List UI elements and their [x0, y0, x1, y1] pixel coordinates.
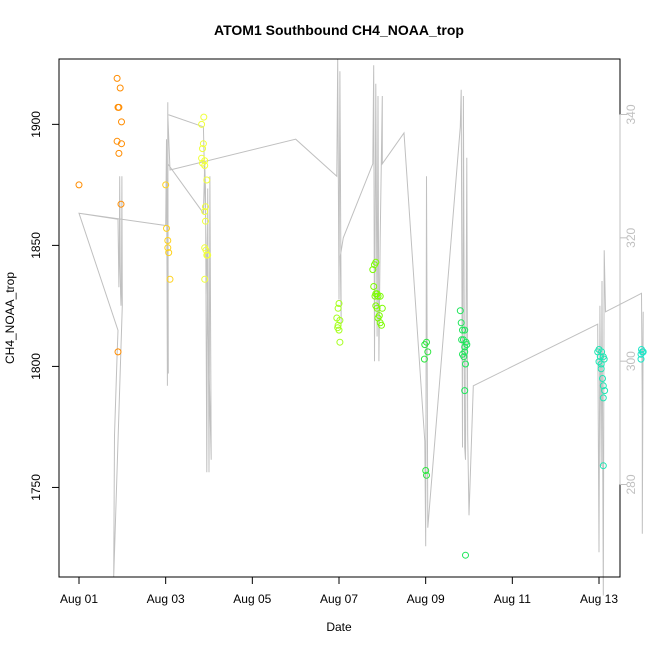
- x-axis: Aug 01 Aug 03 Aug 05 Aug 07 Aug 09 Aug 11 Aug …: [60, 576, 618, 606]
- data-point: [599, 382, 607, 390]
- data-point: [163, 224, 170, 232]
- data-point: [423, 338, 430, 346]
- data-point: [115, 149, 123, 157]
- data-point: [162, 181, 170, 189]
- y-axis: 1750 1800 1850 1900: [29, 111, 60, 501]
- data-point: [118, 118, 125, 126]
- y-tick-label: 1750: [29, 474, 43, 501]
- y-tick-label: 1800: [29, 353, 43, 380]
- data-point: [639, 348, 647, 356]
- data-point: [113, 74, 121, 82]
- data-point: [595, 358, 603, 366]
- data-point: [599, 375, 606, 382]
- y2-tick-label: 300: [624, 351, 638, 371]
- data-point: [456, 307, 464, 315]
- data-point: [336, 316, 344, 324]
- data-point: [118, 140, 125, 148]
- y-tick-label: 1900: [29, 111, 43, 138]
- data-point: [372, 258, 380, 266]
- data-point: [457, 319, 465, 327]
- data-point: [461, 348, 469, 356]
- x-tick-label: Aug 07: [320, 592, 358, 606]
- y2-tick-label: 280: [624, 474, 638, 494]
- data-point: [200, 113, 208, 121]
- data-point: [422, 467, 430, 474]
- data-point: [378, 321, 385, 329]
- data-point: [461, 326, 469, 334]
- x-tick-label: Aug 05: [233, 592, 271, 606]
- data-point: [203, 176, 211, 184]
- data-point: [462, 360, 469, 368]
- data-point: [378, 304, 386, 312]
- data-point: [198, 120, 206, 128]
- data-point: [420, 355, 428, 363]
- x-axis-title: Date: [326, 620, 352, 634]
- data-point: [198, 154, 206, 162]
- data-point: [462, 551, 469, 559]
- data-point: [201, 162, 209, 169]
- data-point: [601, 387, 609, 395]
- data-point: [370, 283, 378, 290]
- data-point: [165, 249, 173, 257]
- data-point: [373, 304, 381, 312]
- y-tick-label: 1850: [29, 232, 43, 259]
- points-group: [75, 74, 647, 559]
- data-point: [597, 360, 605, 368]
- data-point: [164, 237, 172, 244]
- data-point: [459, 326, 466, 334]
- data-point: [164, 244, 172, 252]
- data-point: [424, 348, 432, 356]
- data-point: [335, 300, 343, 307]
- data-point: [199, 145, 206, 153]
- x-tick-label: Aug 01: [60, 592, 98, 606]
- data-point: [199, 140, 207, 148]
- data-point: [599, 394, 607, 402]
- data-point: [599, 462, 607, 470]
- data-point: [75, 181, 83, 189]
- x-tick-label: Aug 03: [147, 592, 185, 606]
- x-tick-label: Aug 11: [494, 592, 531, 606]
- y-axis-title: CH4_NOAA_trop: [3, 272, 17, 364]
- x-tick-label: Aug 09: [407, 592, 445, 606]
- y2-axis: 280 300 320 340: [619, 104, 638, 495]
- x-tick-label: Aug 13: [580, 592, 618, 606]
- data-point: [202, 246, 210, 254]
- data-point: [598, 348, 606, 356]
- data-point: [117, 200, 125, 208]
- data-point: [202, 217, 209, 225]
- data-point: [334, 304, 342, 312]
- data-point: [114, 348, 122, 356]
- data-point: [201, 208, 209, 215]
- secondary-trace-line: [78, 58, 644, 596]
- data-point: [202, 203, 209, 211]
- chart-title: ATOM1 Southbound CH4_NOAA_trop: [214, 22, 464, 38]
- data-point: [335, 326, 343, 334]
- data-point: [369, 266, 377, 274]
- y2-tick-label: 320: [624, 228, 638, 248]
- data-point: [463, 341, 471, 349]
- data-point: [204, 251, 212, 259]
- data-point: [201, 275, 209, 283]
- data-point: [199, 159, 206, 167]
- data-point: [334, 321, 342, 329]
- data-point: [597, 365, 605, 373]
- data-point: [637, 355, 645, 363]
- data-point: [375, 312, 383, 320]
- data-point: [373, 290, 381, 298]
- data-point: [115, 103, 123, 111]
- data-point: [336, 338, 344, 346]
- data-point: [116, 84, 124, 92]
- data-point: [461, 387, 469, 395]
- secondary-trace-group: [78, 58, 644, 596]
- data-point: [460, 353, 468, 361]
- data-point: [166, 275, 174, 283]
- y2-tick-label: 340: [624, 104, 638, 124]
- data-point: [423, 471, 430, 479]
